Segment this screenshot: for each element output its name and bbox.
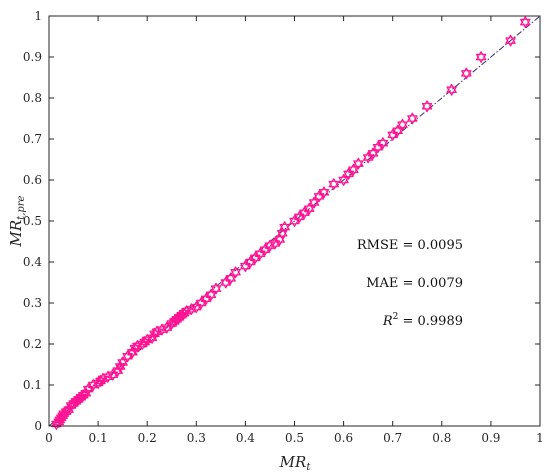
y-tick-label: 0.9: [23, 50, 42, 64]
x-tick-label: 0: [45, 431, 53, 445]
y-axis-label: MRt,pre: [7, 195, 27, 247]
x-tick-label: 0.7: [383, 431, 402, 445]
y-tick-label: 0: [34, 419, 42, 433]
mae-annotation: MAE = 0.0079: [366, 276, 463, 291]
data-point: [505, 34, 516, 47]
y-tick-label: 1: [34, 9, 42, 23]
x-tick-label: 0.6: [334, 431, 353, 445]
data-point: [377, 137, 389, 150]
x-tick-label: 0.5: [285, 431, 304, 445]
x-tick-label: 0.3: [187, 431, 206, 445]
x-tick-label: 0.4: [236, 431, 255, 445]
data-point: [520, 16, 531, 29]
x-tick-label: 0.1: [89, 431, 108, 445]
x-tick-label: 0.9: [481, 431, 500, 445]
rmse-annotation: RMSE = 0.0095: [357, 238, 463, 253]
x-tick-label: 0.8: [432, 431, 451, 445]
data-point: [210, 282, 222, 295]
data-point: [397, 118, 408, 131]
y-tick-label: 0.1: [23, 378, 42, 392]
y-tick-label: 0.3: [23, 296, 42, 310]
data-point: [328, 178, 339, 191]
data-point: [230, 266, 241, 279]
r-squared-annotation: R2 = 0.9989: [382, 312, 463, 329]
data-point: [318, 186, 330, 199]
axis-ticks-layer: 0 0.1 0.2 0.3 0.4 0.5 0.6 0.7 0.8 0.9 1 0 0.1 0.2 0.3 0…: [23, 9, 544, 445]
data-point: [421, 100, 433, 113]
data-point: [446, 83, 457, 96]
data-points-layer: [51, 16, 531, 430]
y-tick-label: 0.5: [23, 214, 42, 228]
data-point: [475, 50, 487, 64]
data-point: [407, 112, 418, 125]
data-point: [279, 221, 290, 234]
x-tick-label: 0.2: [138, 431, 157, 445]
data-point: [461, 67, 472, 80]
x-tick-label: 1: [536, 431, 544, 445]
y-tick-label: 0.7: [23, 132, 42, 146]
x-axis-label: MRt: [279, 453, 312, 472]
y-tick-label: 0.8: [23, 91, 42, 105]
y-tick-label: 0.4: [23, 255, 42, 269]
y-tick-label: 0.2: [23, 337, 42, 351]
y-tick-label: 0.6: [23, 173, 42, 187]
data-point: [353, 157, 364, 170]
